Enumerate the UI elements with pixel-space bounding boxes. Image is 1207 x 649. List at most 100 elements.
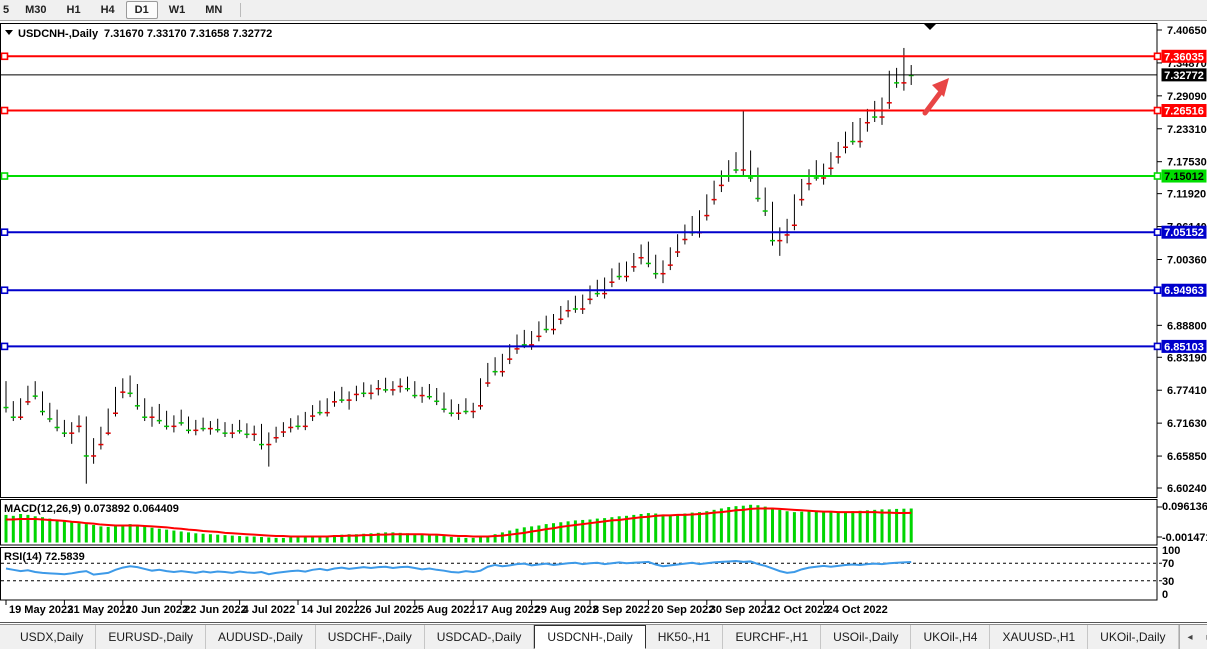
line-handle-right[interactable] <box>1153 286 1162 295</box>
macd-histogram-bar <box>785 511 789 543</box>
macd-histogram-bar <box>427 535 431 543</box>
tab-usdcad-daily[interactable]: USDCAD-,Daily <box>425 625 535 649</box>
macd-histogram-bar <box>705 511 709 543</box>
timeframe-5[interactable]: 5 <box>3 4 10 16</box>
price-panel-frame <box>0 23 1158 498</box>
macd-histogram-bar <box>486 536 490 543</box>
macd-histogram-bar <box>26 514 30 543</box>
tab-usdx-daily[interactable]: USDX,Daily <box>8 625 97 649</box>
macd-histogram-bar <box>814 511 818 543</box>
macd-histogram-bar <box>303 536 307 543</box>
line-handle-right[interactable] <box>1153 342 1162 351</box>
candle-body <box>587 298 593 301</box>
macd-histogram-bar <box>70 522 74 543</box>
macd-histogram-bar <box>274 537 278 543</box>
line-handle-left[interactable] <box>0 106 9 115</box>
line-handle-left[interactable] <box>0 228 9 236</box>
candle-body <box>857 140 863 143</box>
price-tick-label: 7.11920 <box>1167 189 1206 201</box>
macd-histogram-bar <box>530 526 534 543</box>
candle-body <box>499 370 505 373</box>
chart-legend-dropdown-icon[interactable] <box>5 30 13 35</box>
timeframe-h4[interactable]: H4 <box>100 4 115 16</box>
candle-body <box>478 405 483 407</box>
candle-body <box>485 382 491 384</box>
trend-arrow-shaft[interactable] <box>922 90 943 116</box>
line-handle-left[interactable] <box>0 342 9 351</box>
trend-arrow-head[interactable] <box>932 78 949 97</box>
tab-eurchf-h1[interactable]: EURCHF-,H1 <box>723 625 822 649</box>
tab-usdchf-daily[interactable]: USDCHF-,Daily <box>316 625 425 649</box>
date-label: 19 May 2022 <box>9 604 73 616</box>
candle-body <box>806 182 812 185</box>
timeframe-m30[interactable]: M30 <box>25 4 47 16</box>
macd-histogram-bar <box>41 517 44 543</box>
line-handle-left[interactable] <box>0 286 9 295</box>
candle-body <box>76 425 82 428</box>
candle-body <box>434 400 440 403</box>
candle-body <box>134 405 140 407</box>
price-line-label-text: 7.05152 <box>1164 227 1204 239</box>
macd-histogram-bar <box>617 516 621 543</box>
price-tick-label: 7.17530 <box>1167 157 1207 169</box>
candle-body <box>98 443 104 446</box>
macd-histogram-bar <box>398 532 402 543</box>
candle-body <box>565 309 571 312</box>
tab-audusd-daily[interactable]: AUDUSD-,Daily <box>206 625 316 649</box>
price-chart[interactable]: USDCNH-,Daily 7.31670 7.33170 7.31658 7.… <box>0 20 1207 624</box>
price-line-label <box>1161 104 1207 118</box>
price-line-label <box>1161 49 1207 63</box>
tab-usdcnh-daily[interactable]: USDCNH-,Daily <box>534 625 646 649</box>
line-handle-left[interactable] <box>0 172 9 180</box>
macd-histogram-bar <box>260 536 263 543</box>
tab-ukoil-daily[interactable]: UKOil-,Daily <box>1088 625 1179 649</box>
tab-hk50-h1[interactable]: HK50-,H1 <box>646 625 724 649</box>
candle-body <box>280 431 286 433</box>
candle-body <box>872 116 878 118</box>
candle-body <box>777 239 783 242</box>
symbol-tabbar: USDX,Daily EURUSD-,Daily AUDUSD-,Daily USDC… <box>0 624 1207 649</box>
macd-histogram-bar <box>836 512 840 543</box>
macd-histogram-bar <box>84 524 88 543</box>
candle-body <box>251 433 257 436</box>
macd-histogram-bar <box>325 535 329 543</box>
timeframe-d1[interactable]: D1 <box>125 1 158 19</box>
date-label: 31 May 2022 <box>67 604 131 616</box>
macd-histogram-bar <box>887 509 891 543</box>
macd-histogram-bar <box>143 526 147 543</box>
rsi-level-label: 30 <box>1162 576 1174 588</box>
candle-body <box>113 412 118 414</box>
candle-body <box>3 406 9 409</box>
candle-body <box>295 425 301 428</box>
tab-usoil-daily[interactable]: USOil-,Daily <box>821 625 912 649</box>
prev-tabs-button[interactable]: ◂ <box>1187 631 1193 643</box>
macd-histogram-bar <box>873 509 877 543</box>
macd-histogram-bar <box>216 534 220 543</box>
line-handle-right[interactable] <box>1153 52 1162 61</box>
line-handle-right[interactable] <box>1153 106 1162 115</box>
tab-eurusd-daily[interactable]: EURUSD-,Daily <box>96 625 207 649</box>
line-handle-right[interactable] <box>1153 228 1162 236</box>
candle-body <box>54 426 60 429</box>
line-handle-right[interactable] <box>1153 172 1162 180</box>
macd-histogram-bar <box>121 525 125 543</box>
macd-histogram-bar <box>19 513 23 543</box>
timeframe-mn[interactable]: MN <box>205 4 223 16</box>
timeframe-w1[interactable]: W1 <box>168 4 186 16</box>
macd-histogram-bar <box>194 533 198 543</box>
candle-body <box>616 275 622 278</box>
tab-xauusd-h1[interactable]: XAUUSD-,H1 <box>990 625 1089 649</box>
macd-histogram-bar <box>55 519 59 543</box>
macd-histogram-bar <box>4 514 8 543</box>
tab-ukoil-h4[interactable]: UKOil-,H4 <box>911 625 991 649</box>
macd-histogram-bar <box>727 507 731 543</box>
line-handle-left[interactable] <box>0 52 9 61</box>
macd-histogram-bar <box>822 511 826 543</box>
toolbar-separator <box>240 3 242 17</box>
timeframe-h1[interactable]: H1 <box>66 4 81 16</box>
rsi-level-label: 100 <box>1162 545 1180 557</box>
date-label: 10 Jun 2022 <box>126 604 188 616</box>
rsi-panel-frame <box>0 547 1158 601</box>
candle-body <box>69 432 75 434</box>
candle-body <box>91 455 97 457</box>
